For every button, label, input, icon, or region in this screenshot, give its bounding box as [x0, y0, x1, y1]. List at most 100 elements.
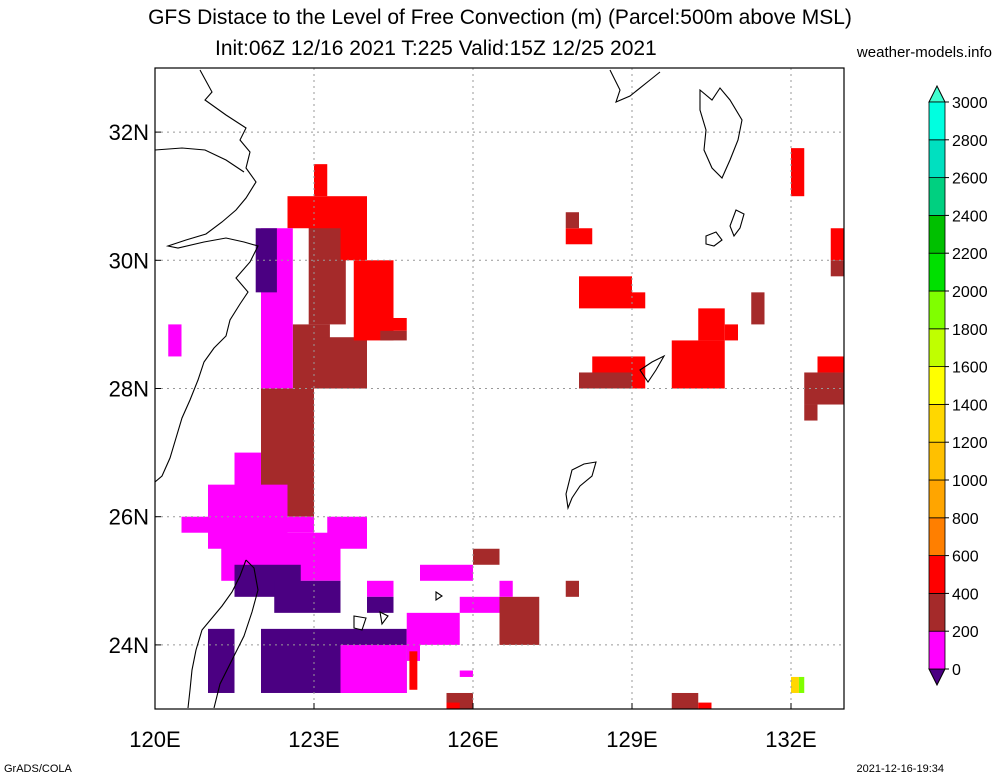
- colorbar-swatch: [928, 403, 946, 443]
- colorbar-label: 0: [952, 662, 961, 679]
- colorbar-swatch: [928, 328, 946, 367]
- colorbar-label: 3000: [952, 95, 988, 112]
- field-cell: [181, 516, 314, 533]
- lon-tick-label: 120E: [129, 727, 180, 752]
- field-cell: [565, 580, 579, 597]
- lon-tick-label: 123E: [288, 727, 339, 752]
- field-cell: [579, 276, 632, 309]
- field-cell: [698, 308, 725, 341]
- field-cell: [751, 292, 765, 325]
- field-cell: [791, 148, 805, 197]
- field-cell: [791, 676, 799, 693]
- island-tanegashima: [729, 209, 745, 238]
- lon-tick-label: 132E: [765, 727, 816, 752]
- colorbar-swatch: [928, 479, 946, 519]
- colorbar-min-triangle: [928, 668, 946, 687]
- island-amami: [639, 354, 666, 383]
- colorbar: 0 200 400 600 800 1000 1200 1400 1600 1800 2000 220…: [928, 84, 988, 687]
- colorbar-label: 2400: [952, 208, 988, 225]
- map-axes: 120E 123E 126E 129E 132E 24N 26N 28N 30N 32N: [109, 120, 817, 752]
- map-subtitle: Init:06Z 12/16 2021 T:225 Valid:15Z 12/2…: [215, 37, 657, 60]
- lon-tick-label: 126E: [447, 727, 498, 752]
- colorbar-label: 2600: [952, 171, 988, 188]
- coastline-yangtze: [155, 147, 245, 173]
- field-cell: [446, 702, 460, 709]
- field-cell: [409, 651, 418, 690]
- coastlines: [155, 69, 745, 709]
- field-cell: [632, 292, 646, 309]
- field-cell: [817, 356, 844, 373]
- field-cell: [327, 516, 367, 549]
- island-yonaguni: [435, 590, 443, 602]
- field-cell: [367, 580, 394, 597]
- colorbar-label: 2200: [952, 246, 988, 263]
- map-title: GFS Distace to the Level of Free Convect…: [148, 6, 852, 29]
- field-cell: [168, 324, 182, 357]
- footer-timestamp: 2021-12-16-19:34: [856, 763, 944, 775]
- field-cell: [255, 228, 277, 293]
- colorbar-swatch: [928, 177, 946, 216]
- island-okinawa: [565, 461, 597, 511]
- footer-software: GrADS/COLA: [4, 763, 72, 775]
- field-cell: [724, 324, 738, 341]
- field-cell: [274, 580, 341, 613]
- site-credit: weather-models.info: [856, 44, 992, 61]
- field-cell: [804, 404, 818, 421]
- field-cell: [698, 702, 712, 709]
- colorbar-label: 800: [952, 511, 979, 528]
- field-cell: [473, 548, 500, 565]
- lon-tick-label: 129E: [606, 727, 657, 752]
- lat-tick-label: 26N: [109, 505, 149, 530]
- colorbar-label: 1800: [952, 322, 988, 339]
- field-cell: [314, 164, 328, 197]
- field-cell: [314, 337, 367, 389]
- field-cell: [830, 228, 844, 261]
- colorbar-swatch: [928, 101, 946, 141]
- field-cell: [406, 612, 460, 645]
- lat-tick-label: 32N: [109, 120, 149, 145]
- field-cell: [353, 260, 394, 341]
- colorbar-label: 2000: [952, 284, 988, 301]
- colorbar-swatch: [928, 517, 946, 556]
- colorbar-swatch: [928, 555, 946, 594]
- colorbar-swatch: [928, 630, 946, 670]
- colorbar-label: 400: [952, 586, 979, 603]
- lat-tick-label: 24N: [109, 633, 149, 658]
- field-cell: [380, 330, 407, 341]
- colorbar-swatch: [928, 139, 946, 179]
- lat-tick-label: 30N: [109, 248, 149, 273]
- colorbar-label: 1200: [952, 435, 988, 452]
- field-cell: [671, 340, 725, 389]
- field-cell: [393, 317, 407, 331]
- colorbar-label: 2800: [952, 133, 988, 150]
- colorbar-swatch: [928, 290, 946, 330]
- field-cell: [459, 596, 500, 613]
- coastline-kyushu: [609, 69, 743, 179]
- field-cell: [565, 228, 593, 245]
- colorbar-swatch: [928, 441, 946, 481]
- coastline-taiwan: [187, 559, 259, 709]
- lat-tick-label: 28N: [109, 377, 149, 402]
- colorbar-swatch: [928, 593, 946, 632]
- field-cell: [499, 580, 513, 597]
- island-yakushima: [705, 231, 723, 247]
- field-cell: [579, 372, 632, 389]
- colorbar-label: 200: [952, 624, 979, 641]
- field-cell: [798, 676, 805, 693]
- colorbar-label: 1600: [952, 360, 988, 377]
- colorbar-swatch: [928, 214, 946, 254]
- colorbar-label: 1400: [952, 397, 988, 414]
- field-cell: [340, 644, 407, 693]
- colorbar-swatch: [928, 252, 946, 292]
- field-cell: [420, 564, 473, 581]
- field-cell: [367, 596, 394, 613]
- field-cell: [208, 628, 235, 693]
- field-cell: [499, 596, 540, 645]
- coastline-china: [155, 69, 259, 483]
- island-miyako: [353, 611, 389, 631]
- colorbar-swatch: [928, 366, 946, 405]
- field-layer: [168, 148, 844, 709]
- field-cell: [565, 212, 579, 229]
- colorbar-max-triangle: [928, 84, 946, 103]
